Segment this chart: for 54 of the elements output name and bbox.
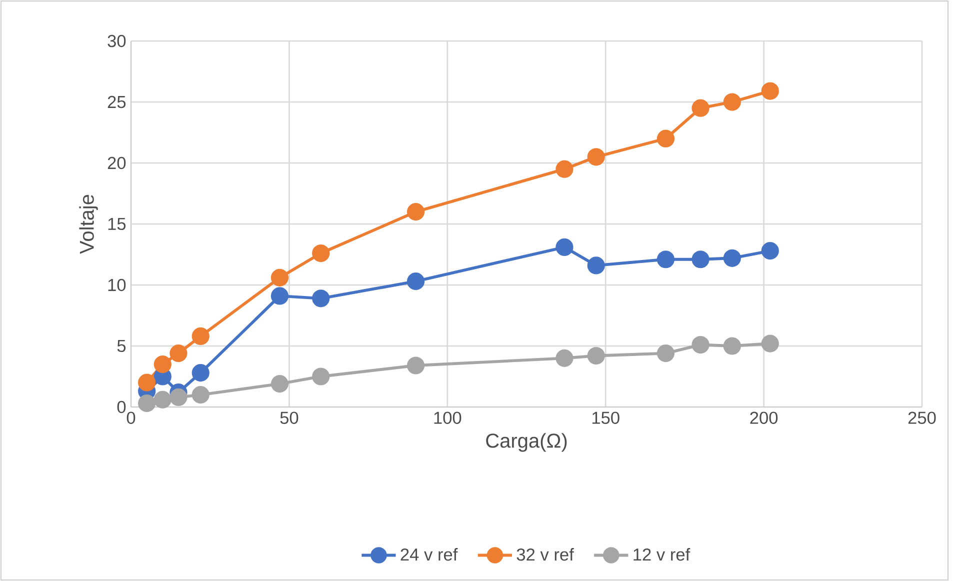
point [138, 374, 156, 392]
point [406, 202, 425, 221]
point [170, 388, 188, 406]
y-tick-label: 15 [108, 218, 126, 230]
point [312, 368, 330, 386]
point [138, 394, 156, 412]
x-tick-label: 0 [126, 412, 136, 424]
point [656, 250, 675, 268]
x-tick-label: 50 [280, 412, 298, 424]
x-tick-label: 250 [908, 412, 936, 424]
y-tick-label: 5 [117, 340, 126, 352]
x-axis-title: Carga(Ω) [486, 433, 567, 452]
point [312, 290, 330, 308]
y-tick-label: 30 [108, 34, 126, 48]
x-tick-label: 200 [750, 412, 778, 424]
point [270, 268, 289, 286]
point [656, 130, 675, 148]
point [587, 148, 605, 166]
point [270, 287, 289, 305]
point [656, 344, 675, 362]
point [723, 249, 741, 267]
legend-label: 24 v ref [400, 548, 458, 561]
point [154, 355, 172, 374]
y-tick-label: 20 [108, 156, 126, 170]
point [556, 349, 574, 367]
point [761, 334, 779, 352]
point [692, 336, 710, 354]
point [154, 390, 172, 408]
point [587, 346, 605, 365]
x-tick-label: 100 [434, 412, 462, 424]
y-tick-label: 0 [117, 400, 126, 414]
point [692, 99, 710, 117]
y-axis-title: Voltaje [79, 194, 98, 254]
y-tick-label: 25 [108, 96, 126, 108]
point [312, 244, 330, 262]
point [270, 375, 289, 393]
point [556, 160, 574, 178]
point [170, 344, 188, 362]
point [556, 238, 574, 256]
point [192, 364, 210, 382]
point [692, 250, 710, 268]
point [587, 256, 605, 274]
point [723, 93, 741, 111]
point [723, 337, 741, 355]
point [192, 386, 210, 404]
point [406, 356, 425, 374]
legend-label: 32 v ref [516, 548, 574, 561]
legend-label: 12 v ref [634, 548, 690, 561]
y-tick-label: 10 [108, 278, 126, 292]
point [761, 242, 779, 260]
point [406, 272, 425, 290]
x-tick-label: 150 [592, 412, 620, 424]
point [761, 82, 779, 100]
point [192, 327, 210, 346]
